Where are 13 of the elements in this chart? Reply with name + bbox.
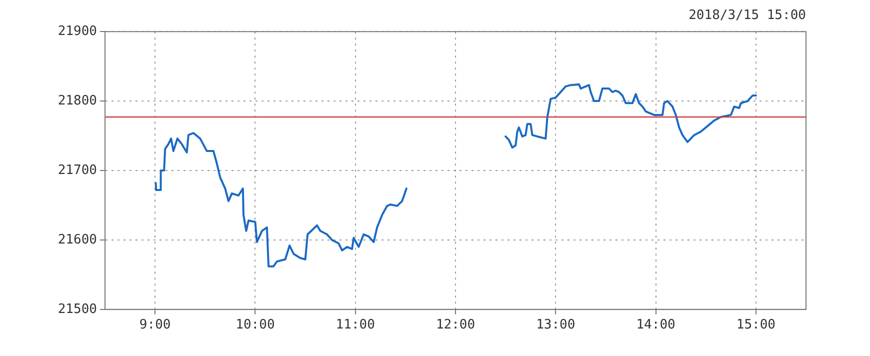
- x-tick-label: 9:00: [139, 318, 171, 333]
- x-tick-label: 10:00: [236, 318, 275, 333]
- y-tick-label: 21700: [58, 162, 97, 178]
- x-tick-label: 13:00: [536, 318, 576, 333]
- x-tick-label: 11:00: [336, 318, 375, 333]
- x-tick-label: 12:00: [436, 318, 476, 333]
- x-tick-label: 14:00: [636, 318, 676, 333]
- y-tick-label: 21800: [58, 93, 97, 108]
- y-tick-label: 21900: [58, 24, 97, 39]
- chart-subtitle: 2018/3/15 15:00: [688, 8, 806, 24]
- y-tick-label: 21500: [58, 302, 97, 317]
- y-tick-label: 21600: [58, 232, 97, 248]
- x-tick-label: 15:00: [736, 318, 776, 333]
